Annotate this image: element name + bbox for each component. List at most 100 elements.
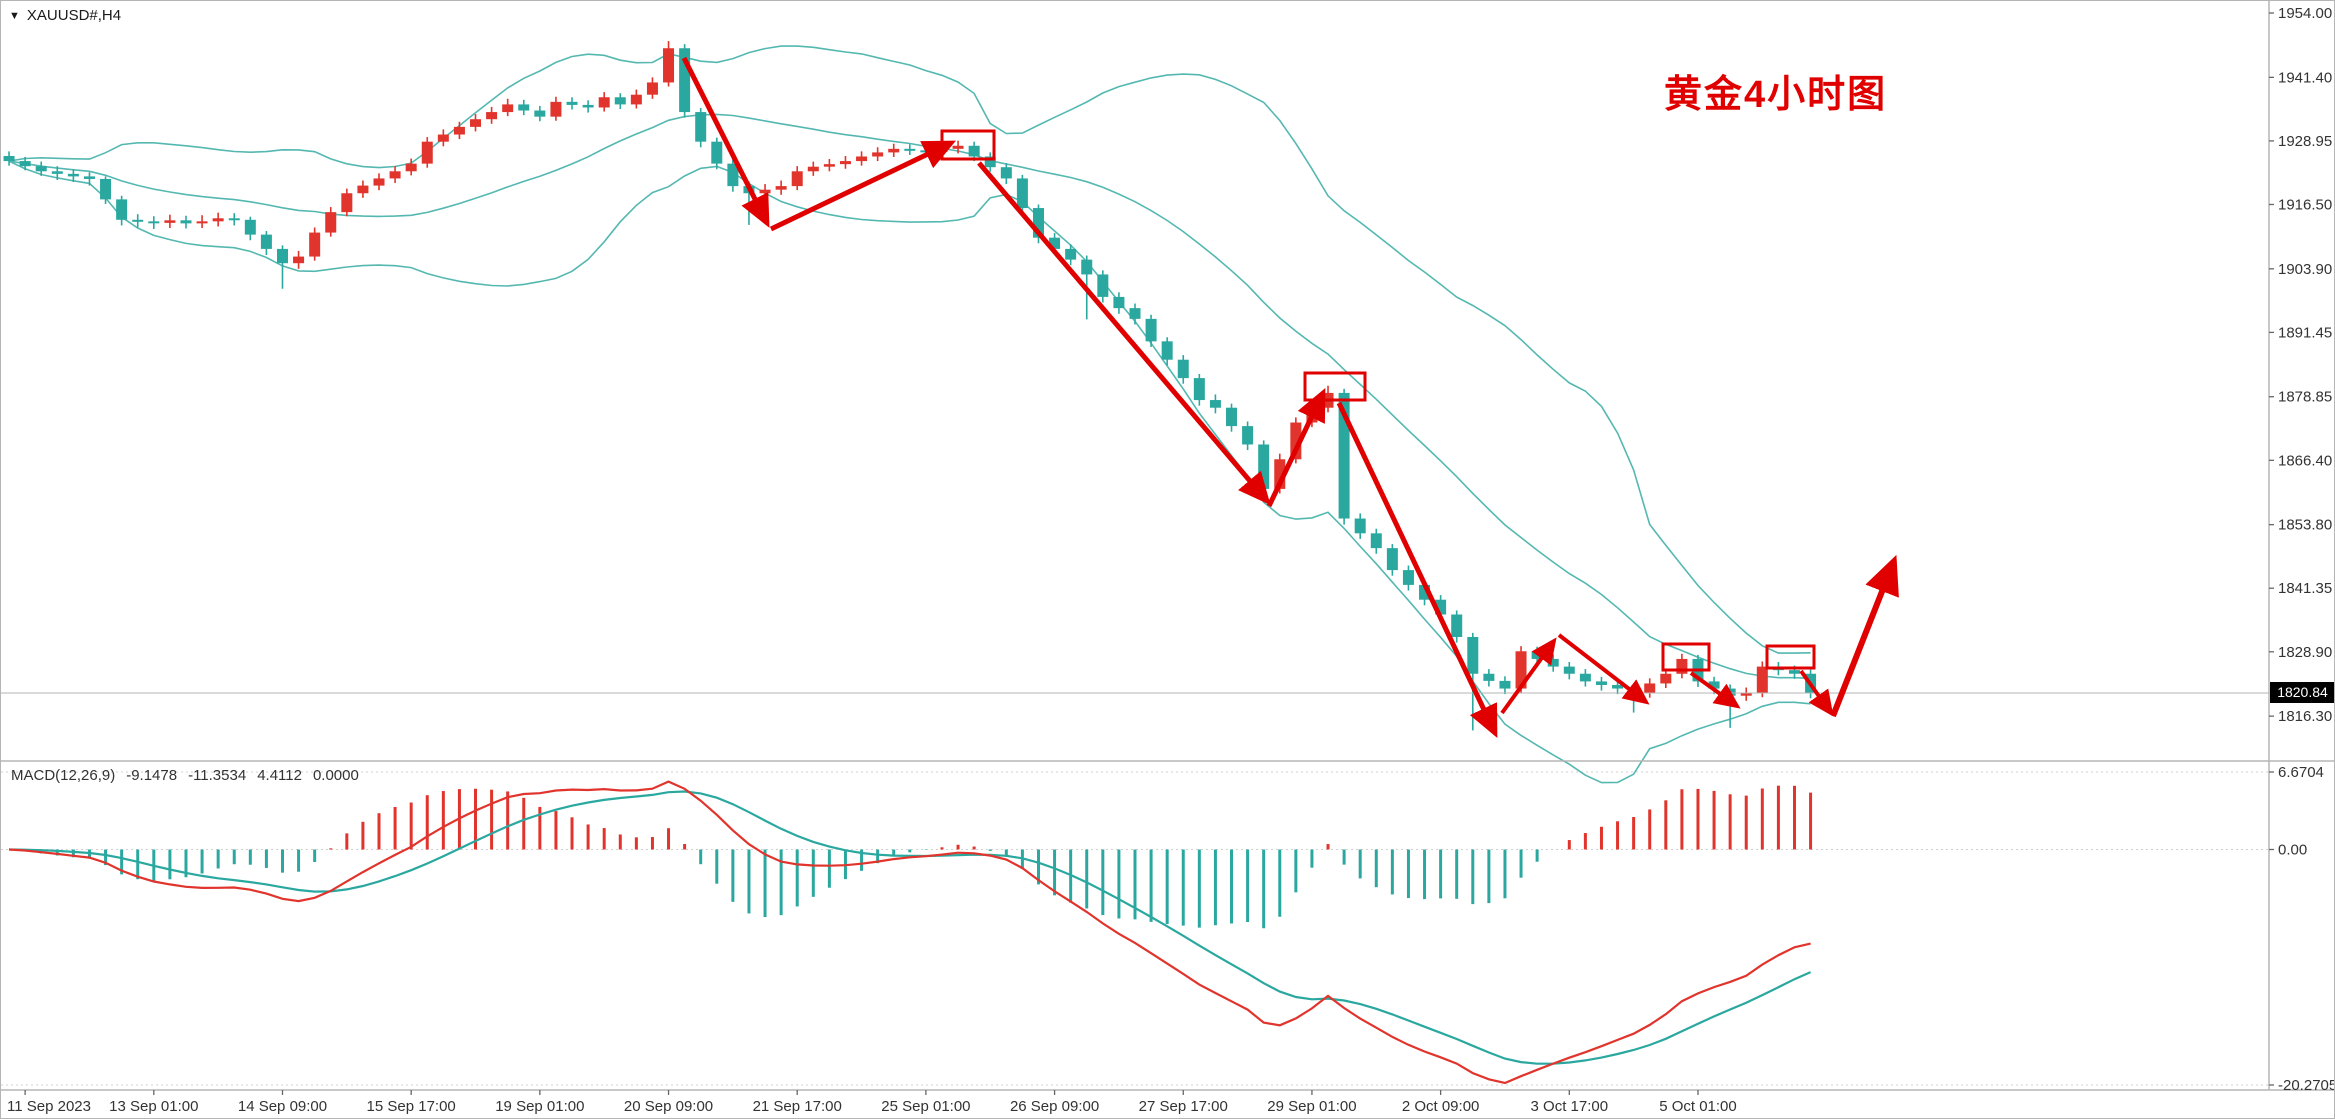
- candle-body: [67, 173, 79, 177]
- trend-arrow[interactable]: [681, 56, 770, 228]
- candle-body: [1145, 318, 1157, 342]
- candle-body: [83, 176, 95, 179]
- time-axis-label: 21 Sep 17:00: [753, 1098, 842, 1115]
- macd-name: MACD(12,26,9): [11, 767, 116, 784]
- candle-body: [1258, 444, 1270, 489]
- price-axis-label: 1841.35: [2278, 580, 2332, 597]
- macd-signal-value: -11.3534: [188, 767, 247, 784]
- candle-body: [276, 248, 288, 264]
- candle-body: [1016, 178, 1028, 209]
- time-axis-label: 25 Sep 01:00: [881, 1098, 970, 1115]
- trend-arrow[interactable]: [1557, 633, 1650, 705]
- trend-arrow[interactable]: [1336, 401, 1498, 738]
- candle-body: [357, 185, 369, 194]
- candle-body: [35, 166, 47, 172]
- highlight-box[interactable]: [1661, 642, 1711, 672]
- trend-arrow[interactable]: [1799, 669, 1834, 717]
- trend-arrow[interactable]: [1689, 671, 1741, 709]
- trend-arrow[interactable]: [769, 140, 956, 232]
- candle-body: [1032, 208, 1044, 238]
- symbol-timeframe-label: XAUUSD#,H4: [26, 7, 122, 24]
- candle-body: [1242, 426, 1254, 445]
- candle-body: [1386, 548, 1398, 571]
- candle-body: [856, 156, 868, 162]
- price-axis-label: 1916.50: [2278, 196, 2332, 213]
- price-axis-label: 1928.95: [2278, 133, 2332, 150]
- candle-body: [550, 101, 562, 117]
- candle-body: [486, 112, 498, 120]
- candle-body: [1113, 296, 1125, 309]
- trend-arrow[interactable]: [977, 161, 1271, 506]
- macd-axis-label: 6.6704: [2278, 764, 2324, 781]
- candle-body: [51, 171, 63, 174]
- trend-arrow[interactable]: [1500, 637, 1557, 715]
- candle-body: [180, 220, 192, 224]
- candle-body: [679, 48, 691, 113]
- candle-body: [711, 141, 723, 164]
- trend-arrow[interactable]: [1830, 554, 1899, 718]
- candle-body: [19, 161, 31, 167]
- candle-body: [518, 104, 530, 111]
- highlight-box[interactable]: [1765, 644, 1816, 670]
- candle-body: [1129, 308, 1141, 319]
- candle-body: [582, 104, 594, 108]
- candle-body: [3, 155, 15, 162]
- price-axis-label: 1891.45: [2278, 324, 2332, 341]
- candle-body: [196, 221, 208, 224]
- candle-body: [566, 101, 578, 105]
- candle-body: [695, 112, 707, 142]
- candle-body: [727, 163, 739, 187]
- macd-signal-line: [8, 790, 1812, 1065]
- trend-arrow[interactable]: [1266, 388, 1326, 508]
- price-axis-label: 1941.40: [2278, 69, 2332, 86]
- candle-body: [775, 186, 787, 190]
- candle-body: [646, 82, 658, 95]
- time-axis-label: 14 Sep 09:00: [238, 1098, 327, 1115]
- candle-body: [1049, 237, 1061, 249]
- candle-body: [1209, 400, 1221, 408]
- macd-indicator-label: MACD(12,26,9) -9.1478 -11.3534 4.4112 0.…: [11, 767, 359, 784]
- candle-body: [1579, 673, 1591, 682]
- candle-body: [1402, 570, 1414, 585]
- time-axis-label: 15 Sep 17:00: [367, 1098, 456, 1115]
- candle-body: [1177, 359, 1189, 379]
- candle-body: [1290, 422, 1302, 460]
- candle-body: [1338, 392, 1350, 519]
- candle-body: [904, 148, 916, 151]
- candle-body: [984, 156, 996, 168]
- candle-body: [1788, 670, 1800, 674]
- candle-body: [1000, 167, 1012, 179]
- candle-body: [1483, 673, 1495, 681]
- candle-body: [1467, 636, 1479, 674]
- candle-body: [373, 178, 385, 186]
- candle-body: [260, 234, 272, 249]
- bb-lower-band: [8, 160, 1811, 784]
- highlight-box[interactable]: [1303, 371, 1367, 402]
- candle-body: [1547, 658, 1559, 667]
- candle-body: [630, 94, 642, 105]
- candle-body: [759, 189, 771, 194]
- candle-body: [1676, 658, 1688, 674]
- candle-body: [421, 141, 433, 164]
- collapse-icon[interactable]: ▼: [9, 9, 20, 22]
- time-axis-label: 11 Sep 2023: [7, 1098, 91, 1115]
- candle-body: [888, 148, 900, 153]
- candle-body: [807, 166, 819, 172]
- candle-body: [534, 110, 546, 117]
- candle-body: [1740, 693, 1752, 696]
- candle-body: [132, 219, 144, 222]
- price-axis-label: 1816.30: [2278, 708, 2332, 725]
- price-axis-label: 1954.00: [2278, 5, 2332, 22]
- candle-body: [1563, 666, 1575, 674]
- candle-body: [1451, 614, 1463, 637]
- price-axis-label: 1878.85: [2278, 389, 2332, 406]
- candle-body: [1370, 533, 1382, 549]
- chart-annotation-title: 黄金4小时图: [1664, 74, 1888, 116]
- macd-zero-value: 0.0000: [312, 767, 359, 784]
- candle-body: [244, 219, 256, 235]
- candle-body: [1499, 680, 1511, 689]
- time-axis-label: 3 Oct 17:00: [1531, 1098, 1609, 1115]
- time-axis-label: 26 Sep 09:00: [1010, 1098, 1099, 1115]
